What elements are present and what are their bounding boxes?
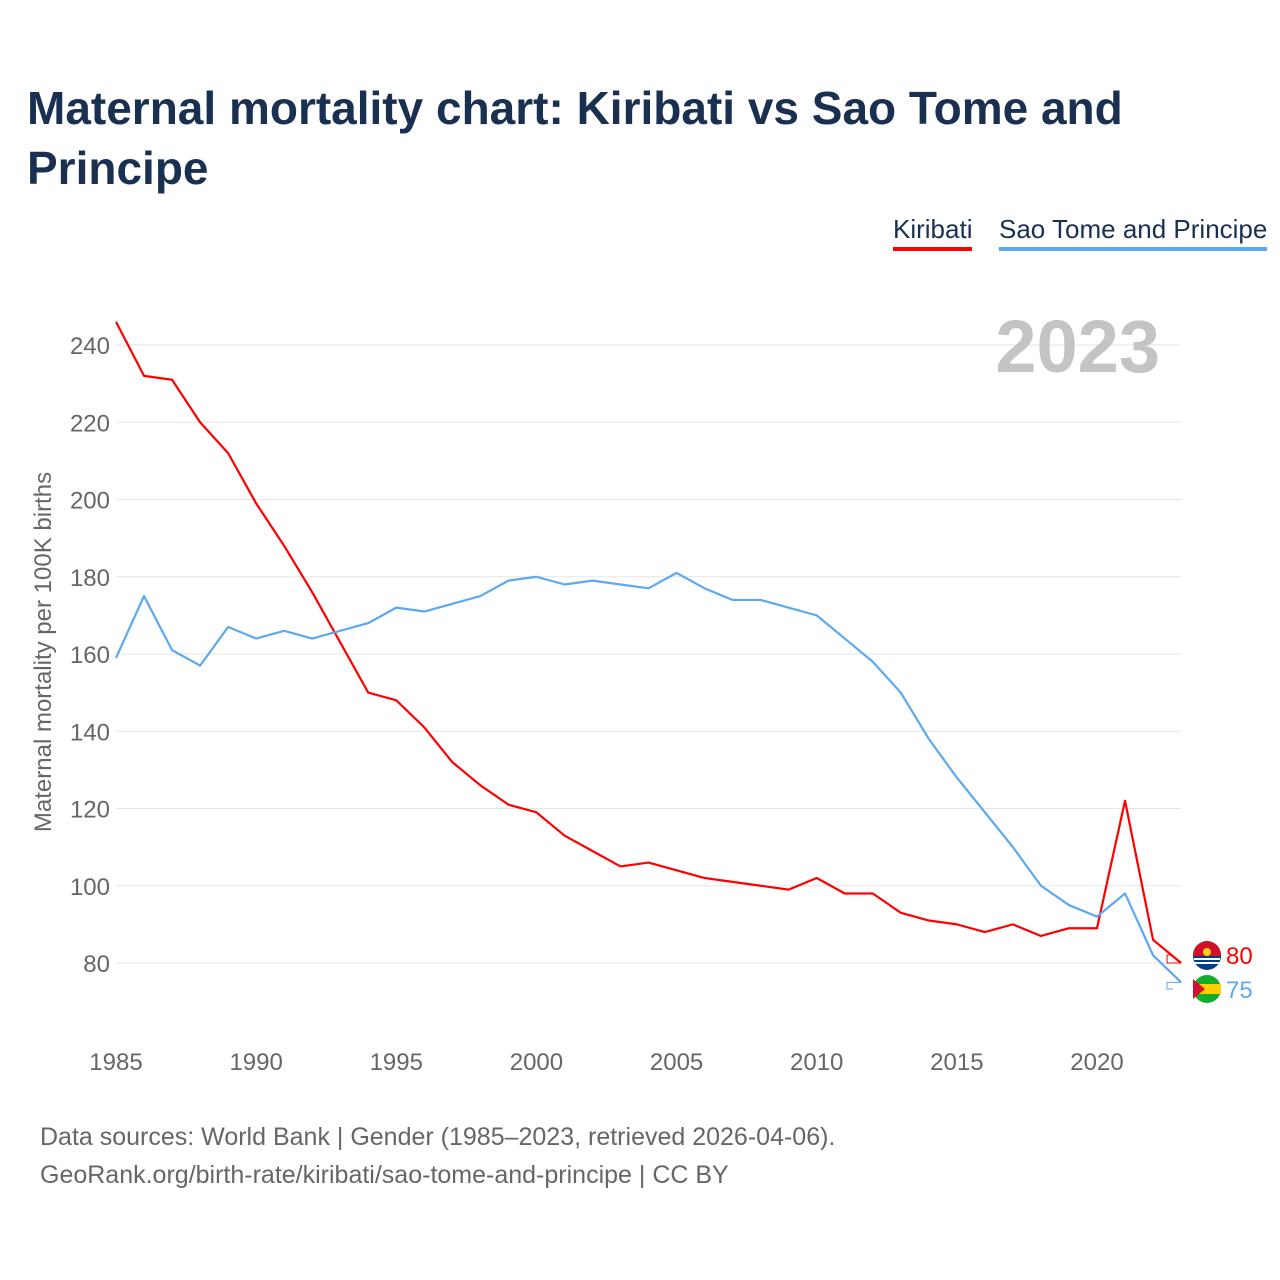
y-tick-label: 140	[70, 719, 110, 746]
end-value-label: 80	[1226, 943, 1253, 970]
end-connector	[1166, 981, 1182, 990]
y-tick-label: 220	[70, 410, 110, 437]
x-tick-label: 1990	[229, 1049, 282, 1076]
x-tick-label: 2015	[930, 1049, 983, 1076]
sao-tome-flag-triangle	[1193, 979, 1205, 999]
y-tick-label: 200	[70, 488, 110, 515]
y-tick-label: 120	[70, 797, 110, 824]
kiribati-flag-sun	[1203, 948, 1211, 956]
x-tick-label: 2000	[510, 1049, 563, 1076]
sao-tome-flag-band	[1194, 984, 1221, 994]
chart-title: Maternal mortality chart: Kiribati vs Sa…	[27, 82, 1123, 194]
y-axis-label: Maternal mortality per 100K births	[30, 472, 57, 832]
x-tick-label: 2020	[1070, 1049, 1123, 1076]
y-tick-label: 240	[70, 333, 110, 360]
y-tick-label: 180	[70, 565, 110, 592]
series-line-sao-tome	[114, 571, 1182, 984]
y-tick-label: 80	[83, 951, 110, 978]
footer: Data sources: World Bank | Gender (1985–…	[40, 1118, 835, 1194]
x-tick-label: 1995	[370, 1049, 423, 1076]
legend-item-sao-tome[interactable]: Sao Tome and Principe	[999, 214, 1268, 251]
end-value-label: 75	[1226, 977, 1253, 1004]
year-label: 2023	[995, 305, 1160, 388]
data-source: Data sources: World Bank | Gender (1985–…	[40, 1123, 836, 1151]
series-line-kiribati	[115, 321, 1182, 964]
legend-item-kiribati[interactable]: Kiribati	[893, 214, 973, 251]
end-connector	[1166, 954, 1182, 964]
x-tick-label: 1985	[89, 1049, 142, 1076]
x-tick-label: 2005	[650, 1049, 703, 1076]
source-link[interactable]: GeoRank.org/birth-rate/kiribati/sao-tome…	[40, 1161, 729, 1189]
y-tick-label: 100	[70, 874, 110, 901]
y-tick-label: 160	[70, 642, 110, 669]
x-tick-label: 2010	[790, 1049, 843, 1076]
